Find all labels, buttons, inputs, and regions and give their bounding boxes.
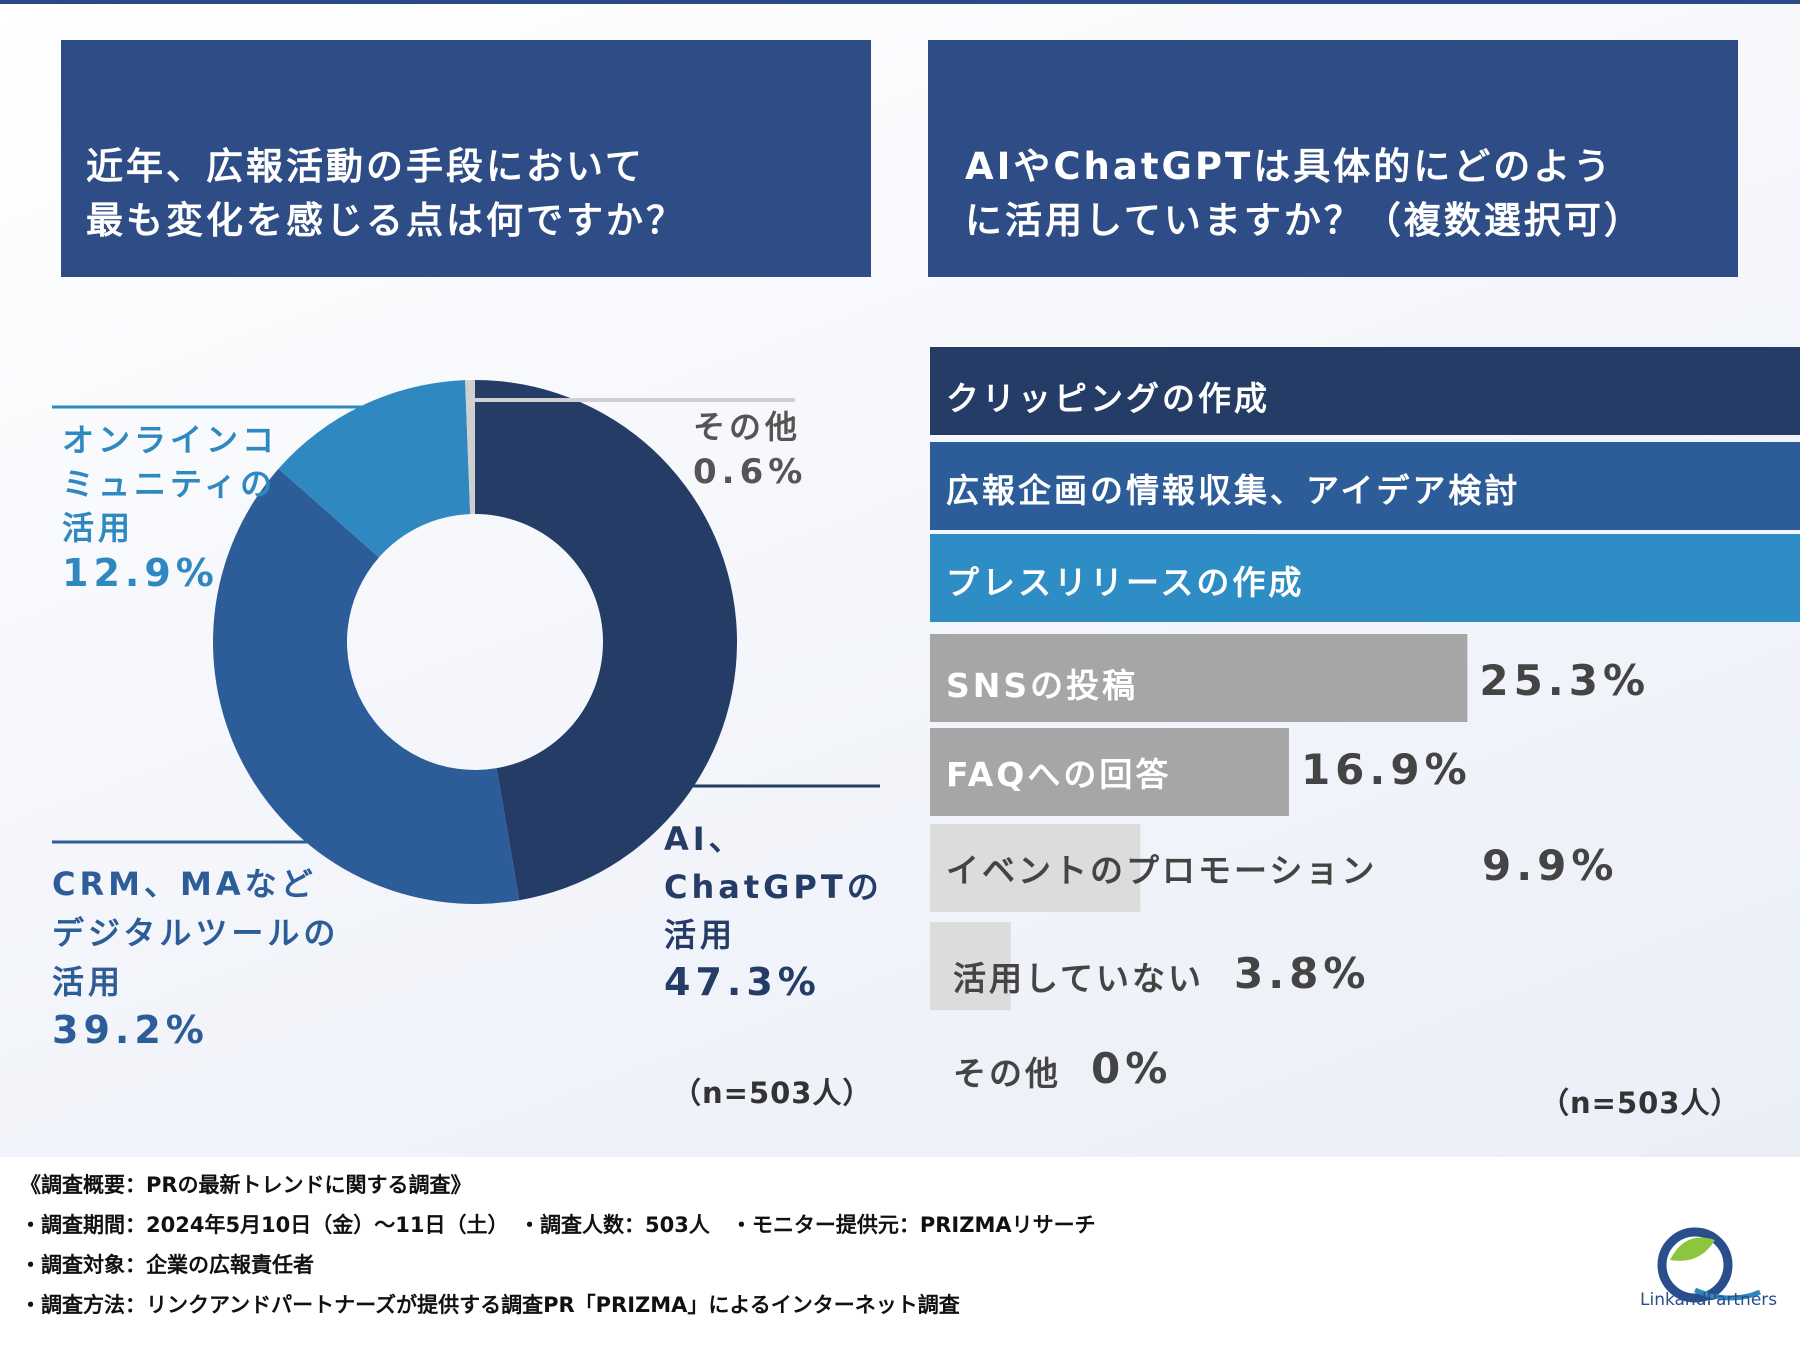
pie-label-online-line3: 活用 [62,509,135,547]
bar-value-2: 43.3% [1619,553,1790,602]
bar-chart [930,347,1800,1010]
survey-footer: 《調査概要：PRの最新トレンドに関する調査》 ・調査期間：2024年5月10日（… [0,1157,1800,1350]
company-logo-text: LinkandPartners [1640,1290,1778,1310]
bar-label-5: イベントのプロモーション [946,851,1378,890]
pie-label-other-line1: その他 [693,408,802,446]
pie-label-ai-line2: ChatGPTの [664,868,883,906]
bar-value-7: 0% [1091,1044,1173,1093]
bar-label-3: SNSの投稿 [946,666,1139,705]
donut-slice-2 [278,380,471,558]
donut-slice-1 [212,468,520,904]
logo-leaf [1670,1237,1715,1261]
pie-label-crm-line3: 活用 [52,963,125,1001]
pie-label-ai-value: 47.3% [664,960,821,1004]
bar-5 [930,824,1141,912]
bar-value-6: 3.8% [1234,949,1371,998]
left-question-box: 近年、広報活動の手段において 最も変化を感じる点は何ですか？ [61,40,871,277]
bar-3 [930,634,1468,722]
bar-2 [930,534,1800,622]
logo-ring [1657,1227,1733,1303]
bar-value-0: 44.3% [1619,369,1790,418]
left-sample-size: （n=503人） [672,1076,873,1110]
pie-label-crm: CRM、MAなど デジタルツールの 活用 39.2% [52,860,339,1053]
bar-value-1: 43.5% [1619,461,1790,510]
pie-label-other: その他 0.6% [693,405,807,495]
donut-slice-3 [465,380,475,515]
top-accent-line [0,0,1800,4]
donut-chart [212,380,738,904]
leader-lines [52,398,880,844]
right-question-box: AIやChatGPTは具体的にどのよう に活用していますか？（複数選択可） [928,40,1738,277]
bar-label-0: クリッピングの作成 [946,379,1270,418]
company-logo [1657,1227,1761,1303]
footer-title: 《調査概要：PRの最新トレンドに関する調査》 [20,1173,472,1197]
bar-label-7: その他 [953,1054,1061,1093]
footer-target: ・調査対象：企業の広報責任者 [20,1253,314,1277]
pie-label-crm-line1: CRM、MAなど [52,865,317,903]
left-question-line2: 最も変化を感じる点は何ですか？ [86,199,686,242]
right-question-line2: に活用していますか？（複数選択可） [965,199,1644,242]
pie-label-online: オンラインコ ミュニティの 活用 12.9% [62,418,278,596]
logo-swoosh [1694,1287,1761,1301]
bar-value-4: 16.9% [1300,745,1472,794]
bar-0 [930,347,1800,435]
pie-label-other-value: 0.6% [693,452,808,492]
pie-label-ai-line1: AI、 [664,820,745,858]
pie-label-ai: AI、 ChatGPTの 活用 47.3% [664,815,883,1005]
bar-label-4: FAQへの回答 [946,755,1172,794]
bar-label-6: 活用していない [953,959,1205,998]
left-question-line1: 近年、広報活動の手段において [86,145,645,188]
pie-label-online-value: 12.9% [62,551,219,595]
right-question-line1: AIやChatGPTは具体的にどのよう [965,145,1614,188]
bar-1 [930,442,1800,530]
pie-label-online-line2: ミュニティの [62,465,277,503]
right-sample-size: （n=503人） [1540,1086,1741,1120]
pie-label-ai-line3: 活用 [664,916,737,954]
pie-label-crm-value: 39.2% [52,1008,209,1052]
bar-label-1: 広報企画の情報収集、アイデア検討 [946,471,1521,510]
bar-value-3: 25.3% [1479,656,1651,705]
bar-label-2: プレスリリースの作成 [946,563,1305,602]
footer-method: ・調査方法：リンクアンドパートナーズが提供する調査PR「PRIZMA」によるイン… [20,1293,960,1317]
bar-value-5: 9.9% [1482,841,1619,890]
bar-4 [930,728,1289,816]
bar-6 [930,922,1011,1010]
pie-label-crm-line2: デジタルツールの [52,914,340,952]
pie-label-online-line1: オンラインコ [62,421,279,459]
donut-slice-0 [475,380,738,901]
footer-period: ・調査期間：2024年5月10日（金）～11日（土） ・調査人数：503人 ・モ… [20,1213,1096,1237]
